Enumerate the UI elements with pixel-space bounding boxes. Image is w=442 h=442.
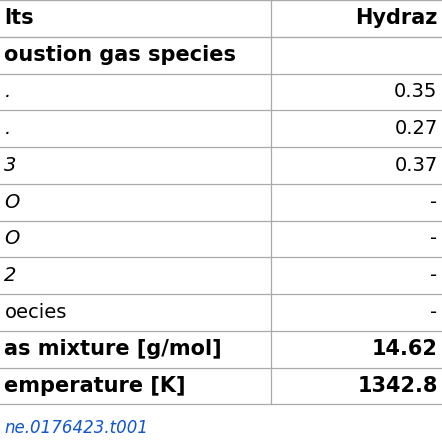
- Text: -: -: [431, 303, 438, 322]
- Text: lts: lts: [4, 8, 34, 28]
- Text: -: -: [431, 193, 438, 212]
- Text: 3: 3: [4, 156, 17, 175]
- Text: .: .: [4, 82, 11, 101]
- Text: .: .: [4, 119, 11, 138]
- Text: -: -: [431, 229, 438, 248]
- Text: oecies: oecies: [4, 303, 67, 322]
- Text: O: O: [4, 193, 20, 212]
- Text: 0.37: 0.37: [394, 156, 438, 175]
- Text: 0.35: 0.35: [394, 82, 438, 101]
- Text: 2: 2: [4, 266, 17, 285]
- Text: 14.62: 14.62: [372, 339, 438, 359]
- Text: -: -: [431, 266, 438, 285]
- Text: 1342.8: 1342.8: [357, 376, 438, 396]
- Text: ne.0176423.t001: ne.0176423.t001: [4, 419, 149, 437]
- Text: as mixture [g/mol]: as mixture [g/mol]: [4, 339, 222, 359]
- Text: oustion gas species: oustion gas species: [4, 45, 236, 65]
- Text: emperature [K]: emperature [K]: [4, 376, 186, 396]
- Text: O: O: [4, 229, 20, 248]
- Text: 0.27: 0.27: [394, 119, 438, 138]
- Text: Hydraz: Hydraz: [355, 8, 438, 28]
